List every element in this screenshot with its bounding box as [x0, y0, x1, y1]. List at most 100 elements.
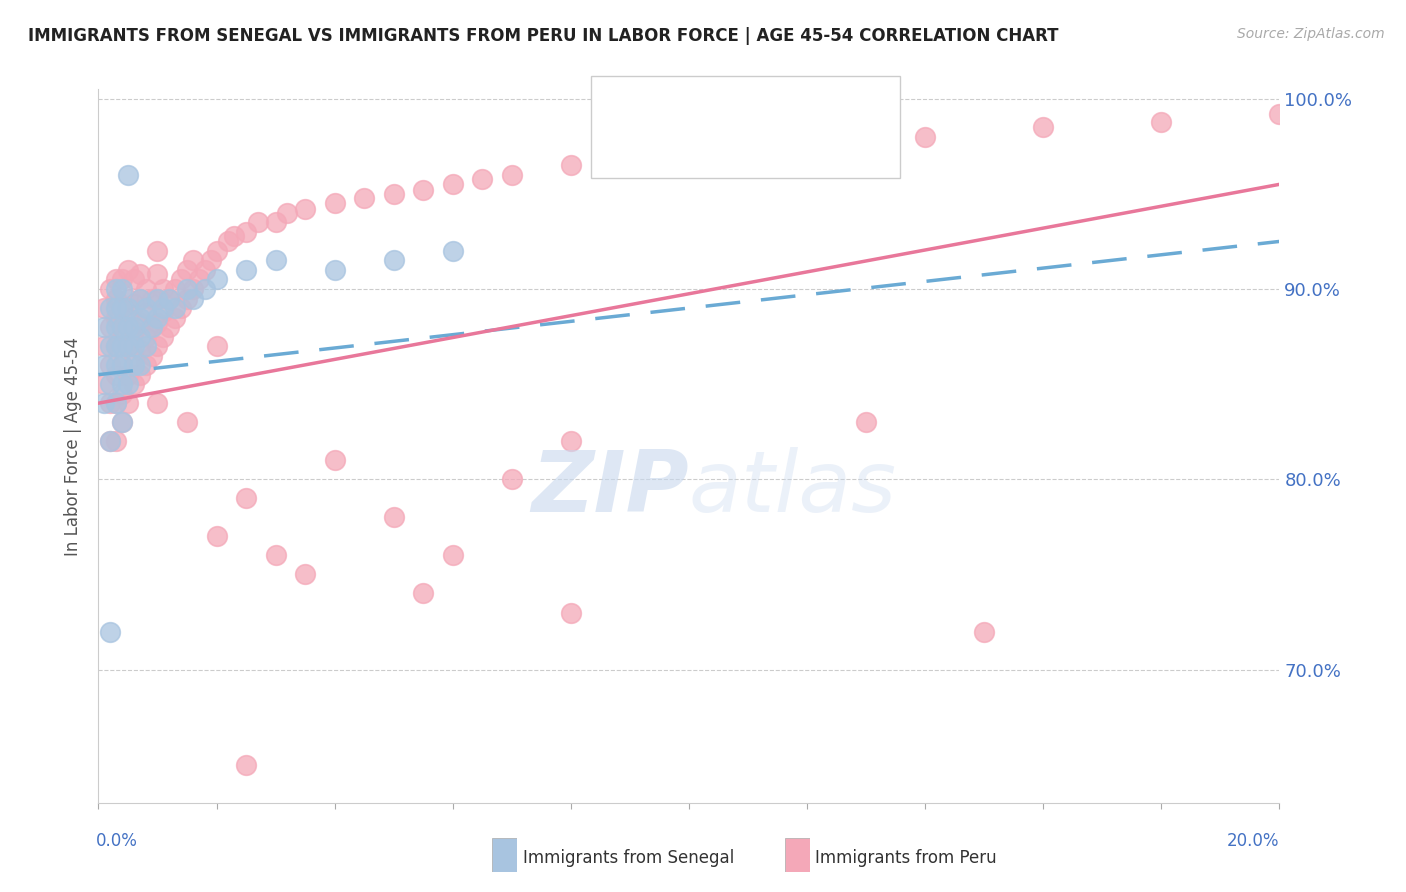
Point — [117, 263, 139, 277]
Point — [105, 358, 128, 372]
Point — [122, 349, 145, 363]
Point — [105, 368, 128, 382]
Point — [205, 272, 228, 286]
Point — [111, 329, 134, 343]
Text: 50: 50 — [797, 90, 828, 110]
Point — [117, 396, 139, 410]
Text: Source: ZipAtlas.com: Source: ZipAtlas.com — [1237, 27, 1385, 41]
Point — [294, 567, 316, 582]
Point — [176, 292, 198, 306]
Text: 105: 105 — [797, 137, 844, 157]
Point — [157, 292, 180, 306]
Text: Immigrants from Peru: Immigrants from Peru — [815, 849, 997, 867]
Point — [181, 282, 204, 296]
Point — [194, 282, 217, 296]
Point — [264, 215, 287, 229]
Point — [170, 301, 193, 315]
Text: ZIP: ZIP — [531, 447, 689, 531]
Point — [105, 339, 128, 353]
Point — [98, 434, 121, 449]
Point — [128, 310, 150, 325]
Point — [157, 320, 180, 334]
Point — [105, 339, 128, 353]
Point — [135, 282, 157, 296]
Point — [122, 358, 145, 372]
Point — [141, 349, 163, 363]
Point — [382, 186, 405, 201]
Point — [117, 168, 139, 182]
Point — [181, 292, 204, 306]
Point — [264, 549, 287, 563]
Point — [441, 178, 464, 192]
Point — [105, 292, 128, 306]
Point — [105, 272, 128, 286]
Point — [122, 297, 145, 311]
Point — [98, 434, 121, 449]
Point — [1150, 114, 1173, 128]
Point — [441, 549, 464, 563]
Point — [170, 272, 193, 286]
Text: R =: R = — [647, 137, 695, 157]
Point — [135, 301, 157, 315]
Point — [128, 292, 150, 306]
Point — [111, 386, 134, 401]
Text: N =: N = — [752, 137, 801, 157]
Point — [105, 282, 128, 296]
Point — [93, 396, 115, 410]
Text: N =: N = — [752, 90, 801, 110]
Point — [294, 202, 316, 216]
Point — [111, 358, 134, 372]
Text: 0.333: 0.333 — [692, 137, 762, 157]
Point — [128, 292, 150, 306]
Point — [176, 415, 198, 429]
Point — [128, 267, 150, 281]
Point — [796, 139, 818, 153]
Point — [176, 263, 198, 277]
Point — [560, 434, 582, 449]
Point — [276, 206, 298, 220]
Point — [152, 305, 174, 319]
Point — [146, 396, 169, 410]
Point — [1032, 120, 1054, 135]
Point — [111, 272, 134, 286]
Point — [128, 343, 150, 357]
Text: 20.0%: 20.0% — [1227, 831, 1279, 849]
Point — [111, 320, 134, 334]
Point — [141, 320, 163, 334]
Point — [117, 310, 139, 325]
Point — [187, 272, 209, 286]
Point — [105, 396, 128, 410]
Text: 0.0%: 0.0% — [96, 831, 138, 849]
Point — [205, 529, 228, 543]
Point — [111, 377, 134, 392]
Point — [117, 292, 139, 306]
Point — [205, 339, 228, 353]
Text: 0.114: 0.114 — [692, 90, 762, 110]
Point — [98, 339, 121, 353]
Point — [111, 358, 134, 372]
Point — [323, 263, 346, 277]
Point — [146, 310, 169, 325]
Point — [98, 377, 121, 392]
Point — [141, 292, 163, 306]
Point — [98, 301, 121, 315]
Point — [98, 358, 121, 372]
Point — [141, 320, 163, 334]
Y-axis label: In Labor Force | Age 45-54: In Labor Force | Age 45-54 — [65, 336, 83, 556]
Point — [165, 301, 187, 315]
Text: R =: R = — [647, 90, 695, 110]
Point — [135, 305, 157, 319]
Point — [128, 358, 150, 372]
Point — [176, 282, 198, 296]
Point — [205, 244, 228, 258]
Point — [224, 228, 246, 243]
Point — [560, 606, 582, 620]
Point — [111, 339, 134, 353]
Point — [246, 215, 269, 229]
Text: Immigrants from Senegal: Immigrants from Senegal — [523, 849, 734, 867]
Point — [117, 368, 139, 382]
Point — [98, 320, 121, 334]
Point — [105, 434, 128, 449]
Point — [200, 253, 222, 268]
Point — [135, 329, 157, 343]
